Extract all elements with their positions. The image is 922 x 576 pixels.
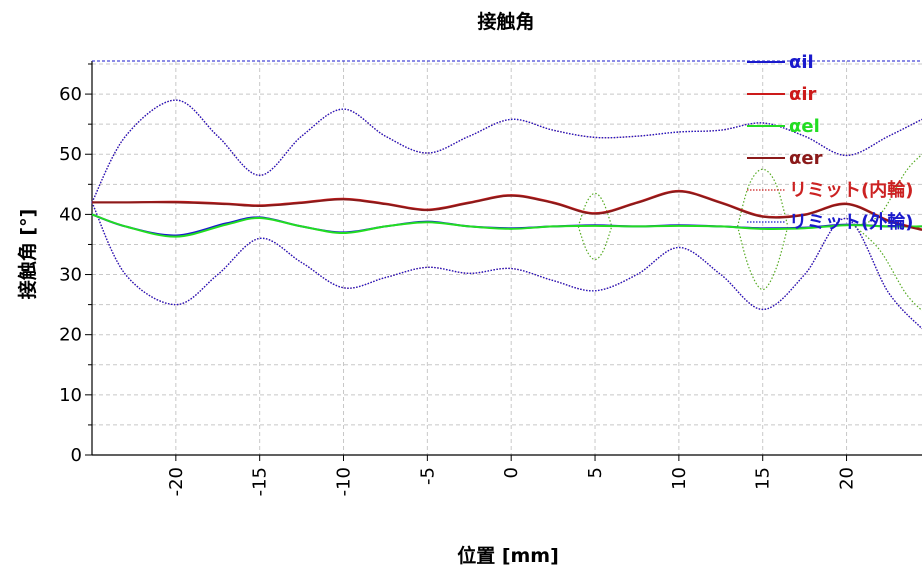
aux-lower-curve — [854, 225, 922, 312]
x-tick-label: 15 — [753, 467, 774, 490]
auxiliary-dotted-curves — [577, 153, 922, 312]
y-tick-label: 0 — [71, 445, 82, 466]
series-line — [92, 190, 922, 231]
series-lines — [91, 99, 922, 330]
y-tick-label: 20 — [59, 325, 82, 346]
series-line — [91, 99, 922, 203]
y-tick-label: 30 — [59, 265, 82, 286]
x-axis-label: 位置 [mm] — [457, 544, 559, 567]
tick-labels: 0 10 20 30 40 50 60 -20 -15 -10 -5 0 5 10 15 20 — [59, 84, 857, 496]
x-tick-label: 20 — [837, 467, 858, 490]
y-tick-label: 60 — [59, 84, 82, 105]
y-tick-label: 10 — [59, 385, 82, 406]
x-tick-label: -5 — [417, 467, 438, 485]
aux-upper-curve — [577, 192, 613, 227]
x-tick-label: -20 — [166, 467, 187, 496]
legend-label: リミット(外輪) — [789, 211, 913, 233]
legend-label: αir — [789, 84, 817, 105]
x-tick-label: -15 — [250, 467, 271, 496]
x-tick-label: -10 — [334, 467, 355, 496]
chart-title: 接触角 — [477, 10, 534, 33]
y-tick-label: 40 — [59, 204, 82, 225]
legend-label: αel — [789, 116, 820, 137]
legend-label: αil — [789, 52, 814, 73]
x-tick-label: 10 — [669, 467, 690, 490]
x-tick-label: 0 — [501, 467, 522, 478]
grid — [92, 61, 922, 455]
aux-upper-curve — [854, 153, 922, 227]
legend-label: リミット(内輪) — [789, 179, 913, 201]
aux-lower-curve — [577, 226, 613, 261]
y-tick-label: 50 — [59, 144, 82, 165]
series-line-lower — [91, 202, 922, 330]
y-axis-label: 接触角 [°] — [16, 209, 39, 299]
aux-upper-curve — [736, 168, 789, 227]
series-line — [91, 213, 922, 238]
legend-label: αer — [789, 148, 823, 169]
x-tick-label: 5 — [585, 467, 606, 478]
legend: αil αir αel αer リミット(内輪) リミット(外輪) — [747, 52, 913, 233]
